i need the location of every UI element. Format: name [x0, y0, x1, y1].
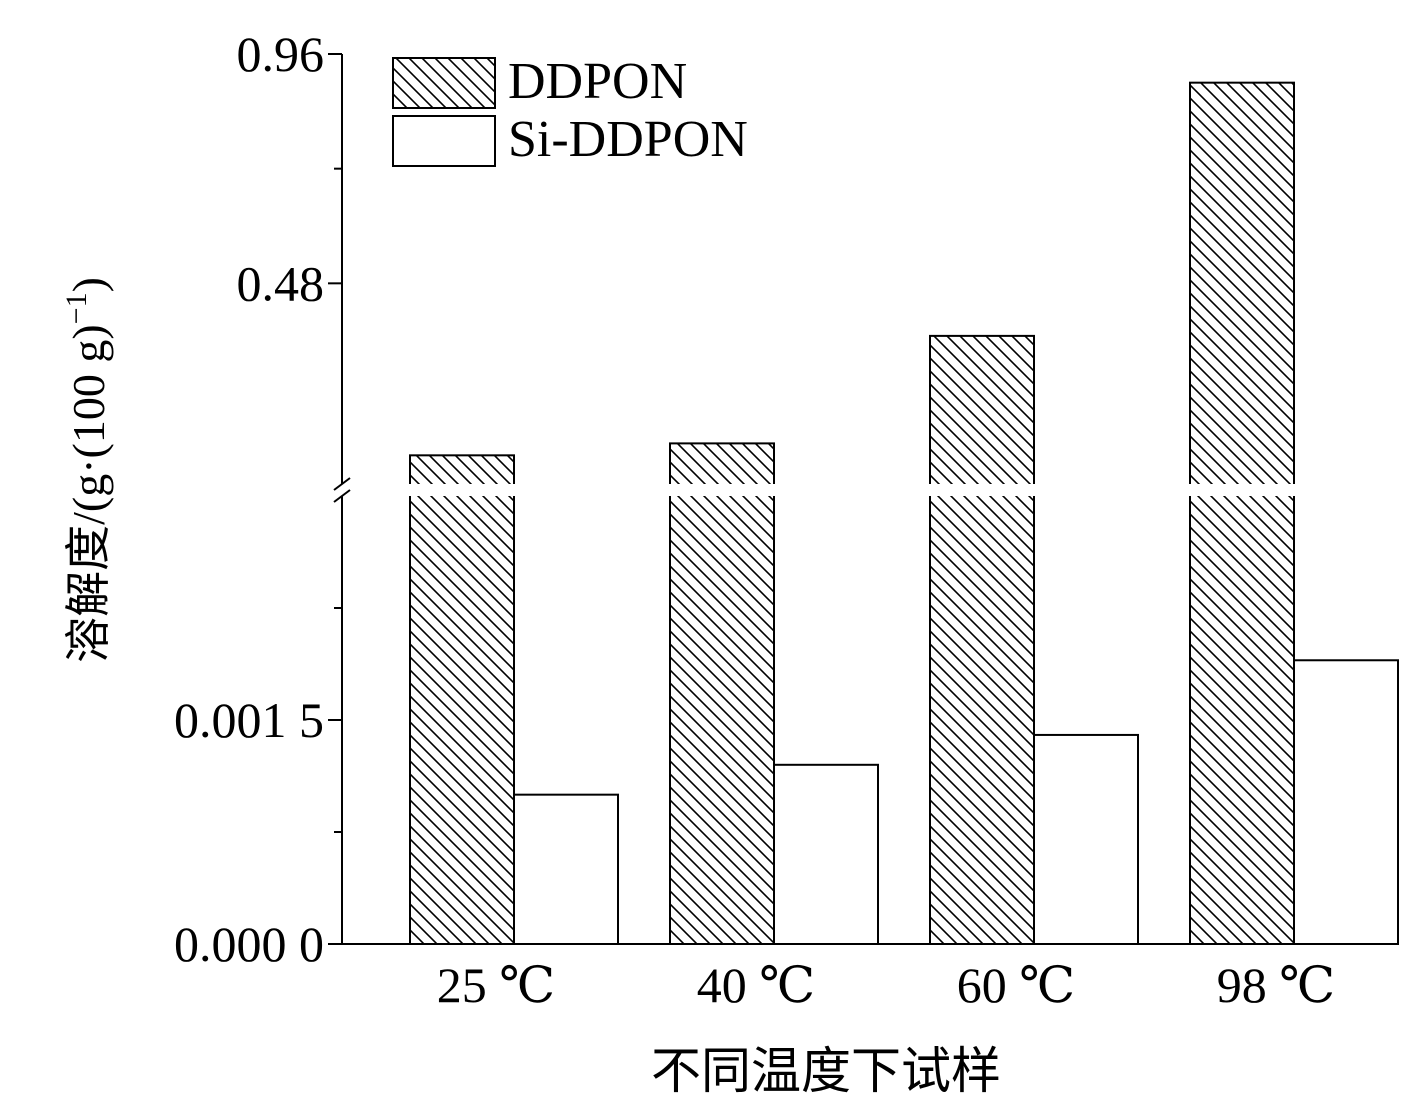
axis-break-gap — [328, 484, 1404, 496]
y-axis-label: 溶解度/(g·(100 g)−1) — [60, 277, 114, 663]
y-ticks: 0.000 0 0.001 5 0.48 0.96 — [174, 26, 342, 972]
x-tick-label-3: 60 ℃ — [957, 957, 1075, 1013]
x-tick-label-1: 25 ℃ — [437, 957, 555, 1013]
bar-si-ddpon-3 — [1033, 733, 1139, 946]
bar-ddpon-4 — [1189, 81, 1295, 945]
x-tick-labels: 25 ℃ 40 ℃ 60 ℃ 98 ℃ — [437, 957, 1335, 1013]
y-axis-label-text: 溶解度/(g·(100 g) — [63, 324, 114, 663]
bar-si-ddpon-2 — [773, 763, 879, 945]
axis-break-marks — [333, 477, 351, 503]
bar-si-ddpon-1 — [513, 793, 619, 946]
break-slash-upper — [333, 477, 351, 491]
x-tick-label-2: 40 ℃ — [697, 957, 815, 1013]
y-axis-label-close: ) — [63, 277, 114, 292]
legend-label-1: DDPON — [508, 53, 687, 110]
y-axis-label-superscript: −1 — [60, 292, 93, 324]
y-tick-label-upper-1: 0.96 — [237, 26, 325, 82]
bar-ddpon-2 — [669, 442, 775, 945]
legend-swatch-2 — [392, 115, 496, 167]
bar-ddpon-3 — [929, 334, 1035, 945]
x-axis-label: 不同温度下试样 — [651, 1043, 1001, 1099]
legend-label-2: Si-DDPON — [508, 111, 748, 168]
bars — [409, 81, 1399, 946]
y-tick-label-lower-1: 0.001 5 — [174, 692, 324, 748]
y-tick-label-lower-0: 0.000 0 — [174, 916, 324, 972]
bar-si-ddpon-4 — [1293, 659, 1399, 945]
y-tick-label-upper-0: 0.48 — [237, 255, 325, 311]
x-tick-label-4: 98 ℃ — [1217, 957, 1335, 1013]
bar-ddpon-1 — [409, 454, 515, 945]
legend-swatch-1 — [392, 57, 496, 109]
break-slash-lower — [333, 489, 351, 503]
